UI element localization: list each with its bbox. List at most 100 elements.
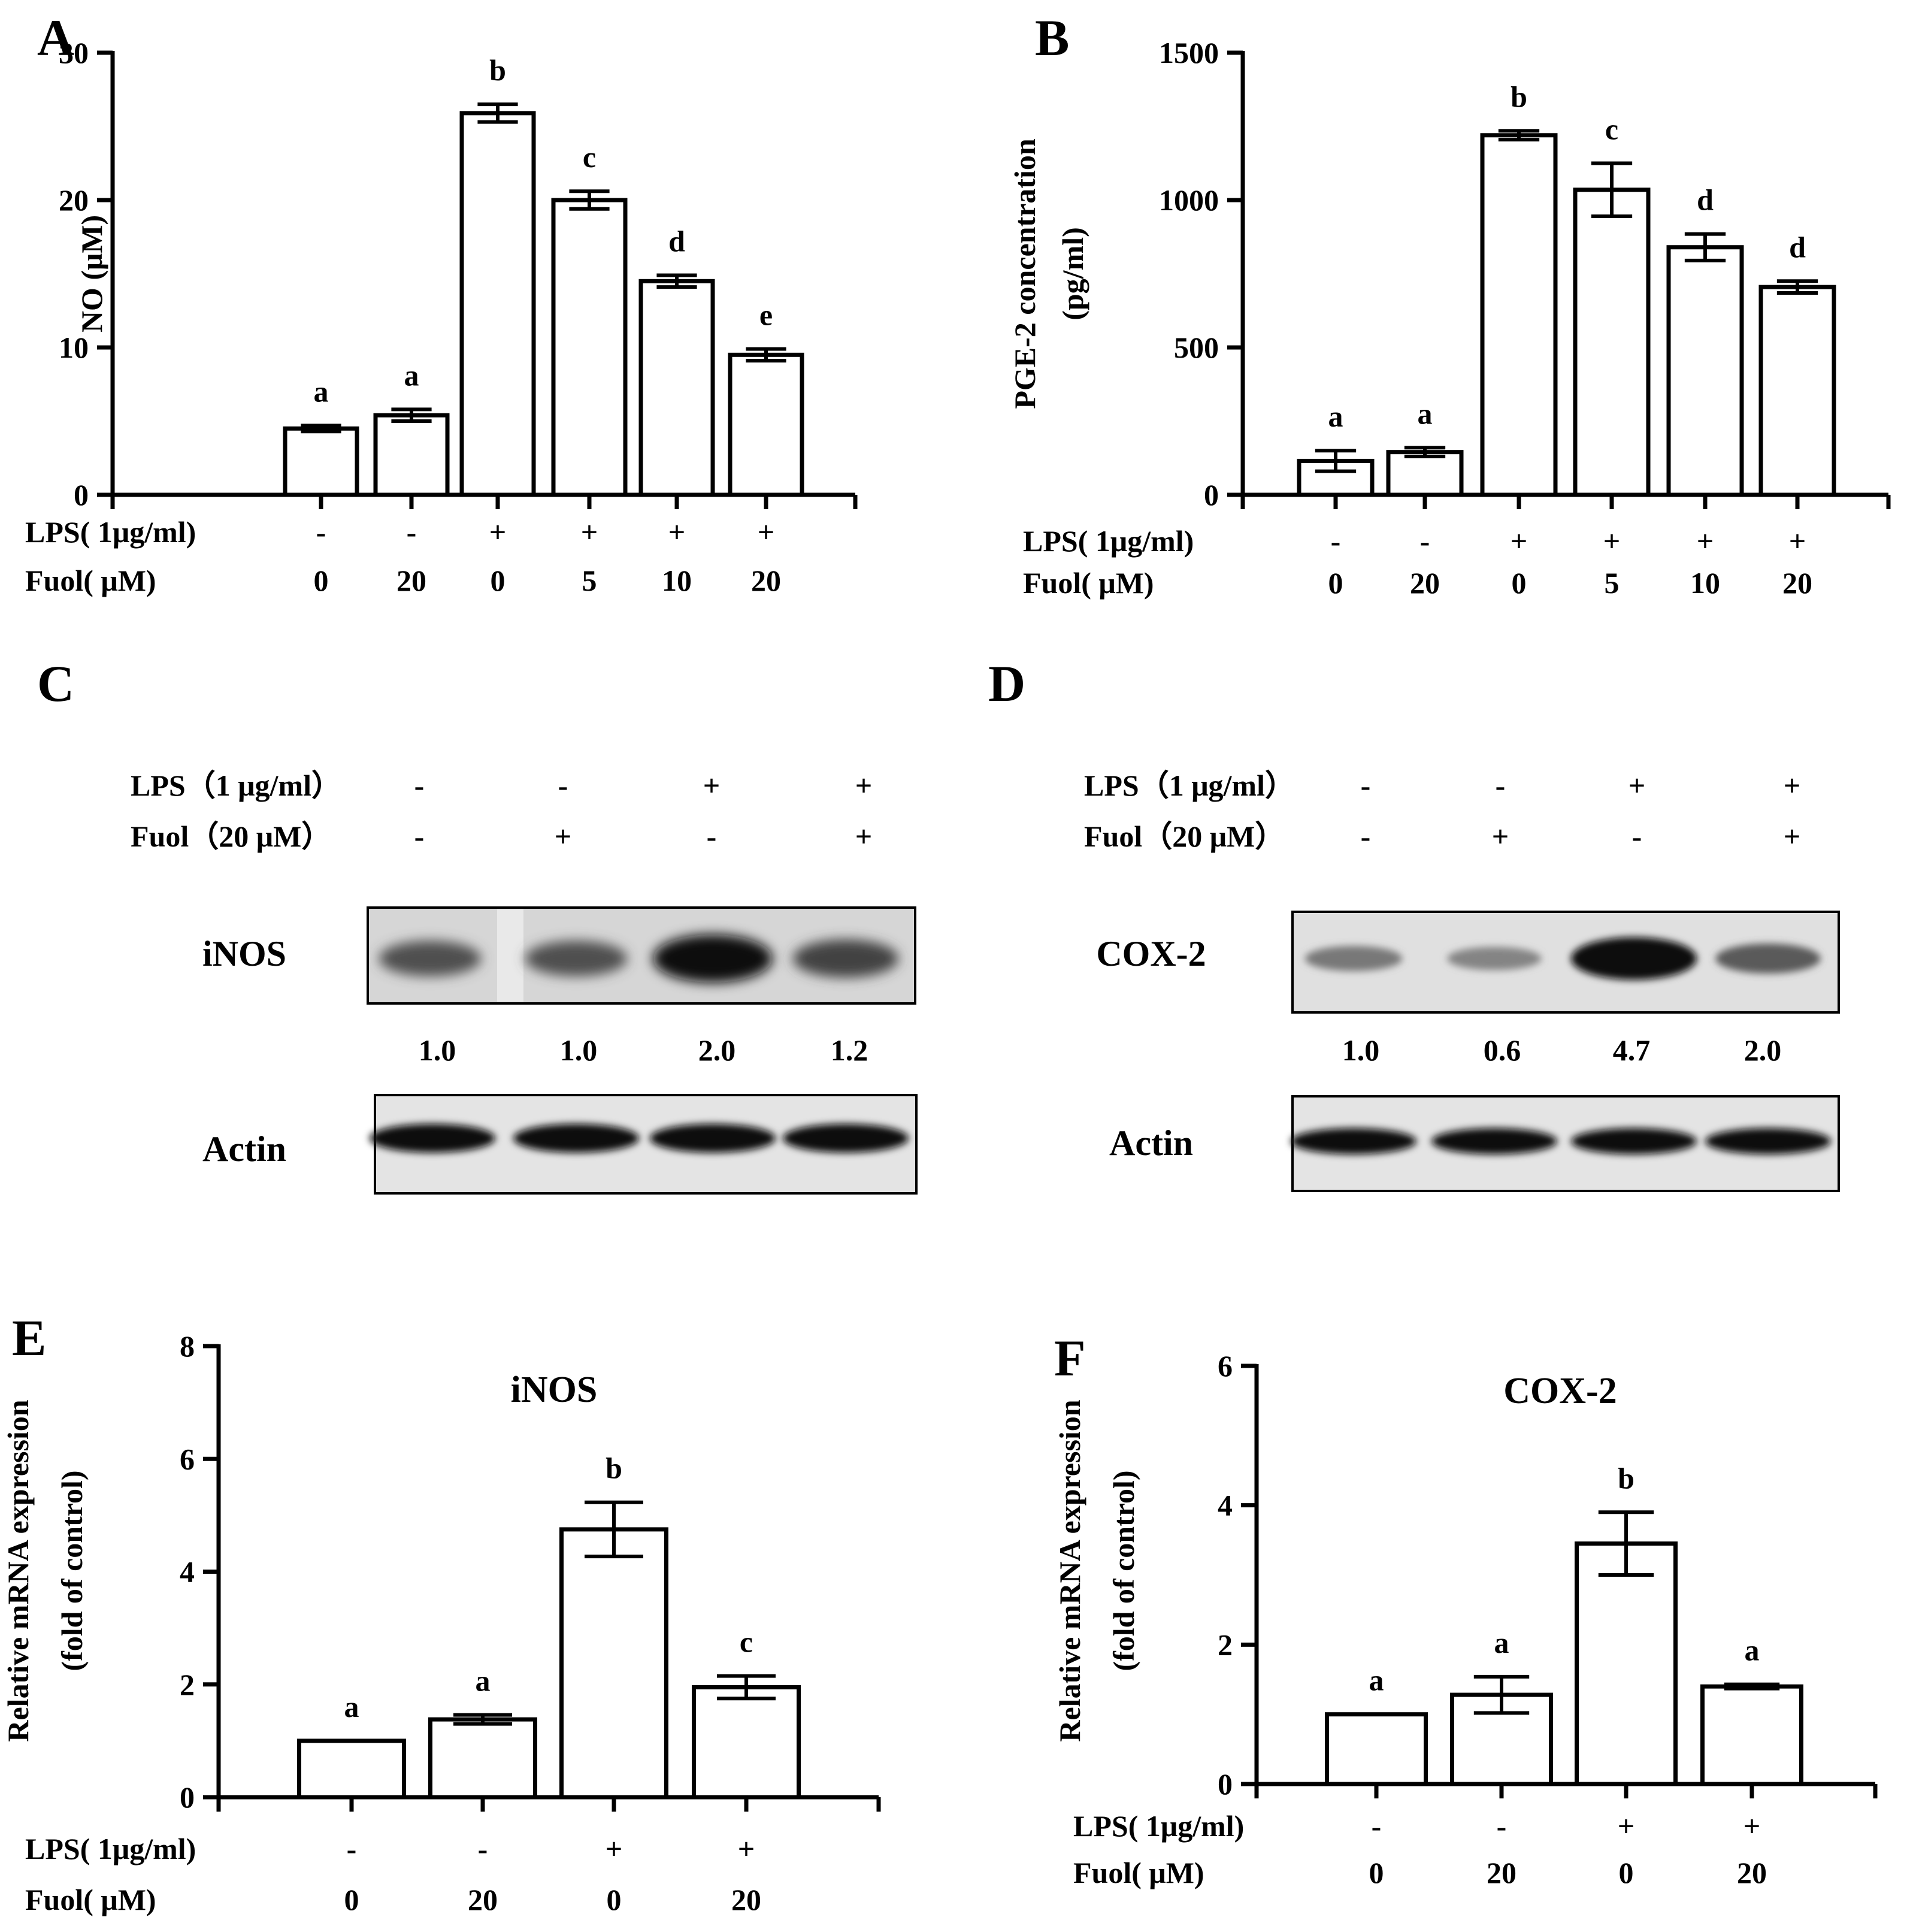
blot-c-lane-gap bbox=[497, 909, 523, 1002]
blot-panel-d: LPS（1 μg/ml） Fuol（20 μM） - - + + - + - +… bbox=[1084, 769, 1840, 1192]
blot-band bbox=[1431, 1128, 1557, 1154]
bar bbox=[373, 413, 450, 497]
fuol-dose: 0 bbox=[491, 564, 506, 597]
fuol-dose: 20 bbox=[396, 564, 426, 597]
lps-value: + bbox=[668, 515, 686, 549]
blot-c-fuol-1: - bbox=[414, 820, 425, 853]
bar bbox=[559, 1527, 668, 1800]
lps-value: + bbox=[1511, 524, 1528, 558]
y-axis-label: (pg/ml) bbox=[1056, 227, 1089, 321]
blot-d-actin-bands bbox=[1291, 1128, 1831, 1154]
blot-d-quant-2: 0.6 bbox=[1484, 1033, 1521, 1067]
bar bbox=[428, 1717, 537, 1800]
y-axis-label: Relative mRNA expression bbox=[1053, 1399, 1086, 1741]
significance-letter: b bbox=[1618, 1461, 1634, 1495]
panel-letter-c: C bbox=[37, 655, 74, 712]
lps-row-label: LPS( 1μg/ml) bbox=[1023, 524, 1194, 558]
blot-c-fuol-2: + bbox=[555, 820, 572, 853]
y-tick-label: 1500 bbox=[1159, 36, 1219, 69]
y-axis-label: PGE-2 concentration bbox=[1008, 138, 1042, 409]
y-tick-label: 6 bbox=[180, 1442, 195, 1476]
lps-value: + bbox=[1789, 524, 1806, 558]
significance-letter: b bbox=[1511, 80, 1527, 113]
panel-letter-a: A bbox=[37, 9, 74, 66]
lps-value: - bbox=[347, 1832, 357, 1866]
significance-letter: a bbox=[314, 374, 329, 408]
fuol-dose: 20 bbox=[1487, 1856, 1517, 1889]
y-tick-label: 1000 bbox=[1159, 183, 1219, 217]
significance-letter: d bbox=[668, 224, 685, 258]
y-tick-label: 0 bbox=[1204, 478, 1219, 512]
y-tick-label: 10 bbox=[59, 331, 89, 364]
blot-d-lps-4: + bbox=[1784, 769, 1801, 802]
lps-value: + bbox=[581, 515, 598, 549]
blot-d-quant-4: 2.0 bbox=[1744, 1033, 1782, 1067]
chart-no-production: 0 10 20 30 a a b c d e NO (μM) LPS( 1μg/ml) Fuol( μM… bbox=[25, 36, 858, 597]
bar bbox=[728, 352, 804, 497]
bar bbox=[551, 198, 628, 497]
y-tick-label: 0 bbox=[1218, 1767, 1233, 1801]
fuol-row-label: Fuol( μM) bbox=[25, 1883, 156, 1916]
lps-value: + bbox=[738, 1832, 755, 1866]
bar bbox=[1575, 1541, 1678, 1786]
blot-band bbox=[1571, 937, 1697, 980]
fuol-dose: 10 bbox=[662, 564, 692, 597]
blot-d-target-bands bbox=[1304, 937, 1821, 980]
fuol-dose: 20 bbox=[468, 1883, 498, 1916]
chart-inos-mrna: 0 2 4 6 8 a a b c Relative mRNA expression (fold o… bbox=[1, 1329, 881, 1916]
blot-c-control-label: Actin bbox=[202, 1129, 286, 1169]
blot-c-fuol-3: - bbox=[707, 820, 717, 853]
panel-letter-b: B bbox=[1035, 9, 1069, 66]
fuol-row-label: Fuol( μM) bbox=[1073, 1856, 1204, 1889]
blot-band bbox=[1571, 1128, 1697, 1154]
bar bbox=[1700, 1684, 1803, 1786]
chart-title: COX-2 bbox=[1503, 1371, 1617, 1411]
lps-row-label: LPS( 1μg/ml) bbox=[1073, 1809, 1244, 1843]
blot-band bbox=[650, 1123, 776, 1153]
blot-c-target-label: iNOS bbox=[202, 934, 286, 973]
fuol-dose: 0 bbox=[344, 1883, 359, 1916]
blot-band bbox=[1304, 945, 1403, 972]
bar bbox=[297, 1739, 406, 1800]
lps-value: + bbox=[1697, 524, 1714, 558]
significance-letter: a bbox=[1328, 400, 1343, 433]
bar bbox=[459, 111, 536, 497]
significance-letter: a bbox=[476, 1664, 491, 1698]
blot-band bbox=[783, 1123, 909, 1153]
y-tick-label: 2 bbox=[180, 1668, 195, 1701]
y-tick-label: 8 bbox=[180, 1329, 195, 1363]
fuol-dose: 0 bbox=[1328, 566, 1343, 600]
significance-letter: a bbox=[1418, 397, 1433, 430]
blot-band bbox=[513, 1123, 639, 1153]
significance-letter: d bbox=[1789, 230, 1806, 264]
blot-d-quant-1: 1.0 bbox=[1342, 1033, 1380, 1067]
y-tick-label: 6 bbox=[1218, 1349, 1233, 1383]
fuol-dose: 0 bbox=[314, 564, 329, 597]
y-axis-label: NO (μM) bbox=[75, 215, 108, 332]
panel-letter-d: D bbox=[988, 655, 1025, 712]
chart-title: iNOS bbox=[511, 1369, 598, 1410]
lps-row-label: LPS( 1μg/ml) bbox=[25, 1832, 196, 1866]
fuol-dose: 10 bbox=[1690, 566, 1720, 600]
lps-value: - bbox=[1497, 1809, 1507, 1843]
blot-d-control-label: Actin bbox=[1109, 1123, 1193, 1163]
y-axis-label: (fold of control) bbox=[1107, 1470, 1140, 1671]
panel-letter-f: F bbox=[1054, 1329, 1086, 1387]
fuol-dose: 5 bbox=[1605, 566, 1620, 600]
y-tick-label: 4 bbox=[180, 1555, 195, 1589]
y-tick-label: 0 bbox=[74, 478, 89, 512]
y-tick-label: 2 bbox=[1218, 1628, 1233, 1661]
y-axis-label: Relative mRNA expression bbox=[1, 1399, 35, 1741]
bar bbox=[1758, 285, 1836, 497]
blot-d-quant-3: 4.7 bbox=[1613, 1033, 1651, 1067]
bar bbox=[1666, 245, 1744, 497]
blot-band bbox=[525, 941, 628, 976]
blot-c-actin-bands bbox=[370, 1123, 909, 1153]
y-tick-label: 30 bbox=[59, 36, 89, 69]
significance-letter: b bbox=[606, 1452, 622, 1485]
fuol-dose: 20 bbox=[1737, 1856, 1767, 1889]
fuol-row-label: Fuol( μM) bbox=[1023, 566, 1154, 600]
significance-letter: a bbox=[1745, 1634, 1760, 1667]
